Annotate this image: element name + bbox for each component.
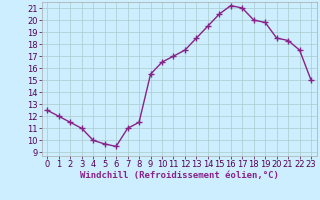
X-axis label: Windchill (Refroidissement éolien,°C): Windchill (Refroidissement éolien,°C) (80, 171, 279, 180)
